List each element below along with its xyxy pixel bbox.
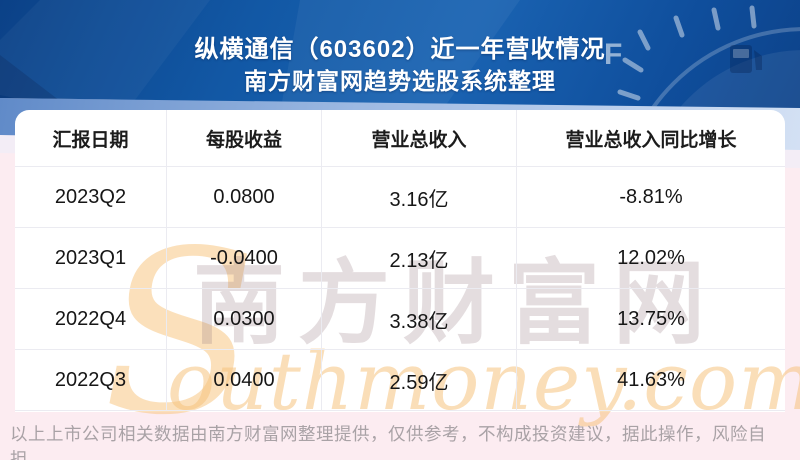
hero-header: F 纵横通信（603602）近一年营收情况 南方财富网趋势选股系统整理	[0, 0, 800, 108]
cell-total-revenue: 3.38亿	[322, 289, 517, 349]
cell-eps: 0.0800	[167, 167, 322, 227]
cell-report-date: 2022Q4	[15, 289, 167, 349]
column-header-eps: 每股收益	[167, 110, 322, 166]
cell-total-revenue: 2.59亿	[322, 350, 517, 410]
cell-eps: -0.0400	[167, 228, 322, 288]
cell-yoy-growth: 12.02%	[617, 246, 685, 269]
disclaimer-text: 以上上市公司相关数据由南方财富网整理提供，仅供参考，不构成投资建议，据此操作，风…	[10, 424, 766, 460]
table-row: 2023Q1 -0.0400 2.13亿 12.02%	[15, 228, 785, 289]
fuel-gauge-decoration	[0, 0, 800, 108]
cell-yoy-growth: 13.75%	[617, 307, 685, 330]
gauge-f-label: F	[604, 38, 623, 71]
table-row: 2022Q3 0.0400 2.59亿 41.63%	[15, 350, 785, 411]
data-table-card: S 南方财富网 outhmoney.com 汇报日期 每股收益 营业总收入 营业…	[15, 110, 800, 447]
table-row: 2023Q2 0.0800 3.16亿 -8.81%	[15, 167, 785, 228]
cell-eps: 0.0400	[167, 350, 322, 410]
table-header-row: 汇报日期 每股收益 营业总收入 营业总收入同比增长	[15, 110, 785, 167]
column-header-yoy-growth: 营业总收入同比增长	[565, 129, 737, 151]
cell-eps: 0.0300	[167, 289, 322, 349]
cell-yoy-growth: 41.63%	[617, 368, 685, 391]
page-subtitle: 南方财富网趋势选股系统整理	[244, 68, 556, 94]
page-title: 纵横通信（603602）近一年营收情况	[194, 36, 606, 63]
cell-yoy-growth: -8.81%	[619, 185, 683, 208]
cell-total-revenue: 3.16亿	[322, 167, 517, 227]
cell-report-date: 2022Q3	[15, 350, 167, 410]
cell-total-revenue: 2.13亿	[322, 228, 517, 288]
table-row: 2022Q4 0.0300 3.38亿 13.75%	[15, 289, 785, 350]
revenue-table: 汇报日期 每股收益 营业总收入 营业总收入同比增长 2023Q2 0.0800 …	[15, 110, 785, 411]
column-header-total-revenue: 营业总收入	[322, 110, 517, 166]
cell-report-date: 2023Q1	[15, 228, 167, 288]
column-header-report-date: 汇报日期	[15, 110, 167, 166]
cell-report-date: 2023Q2	[15, 167, 167, 227]
